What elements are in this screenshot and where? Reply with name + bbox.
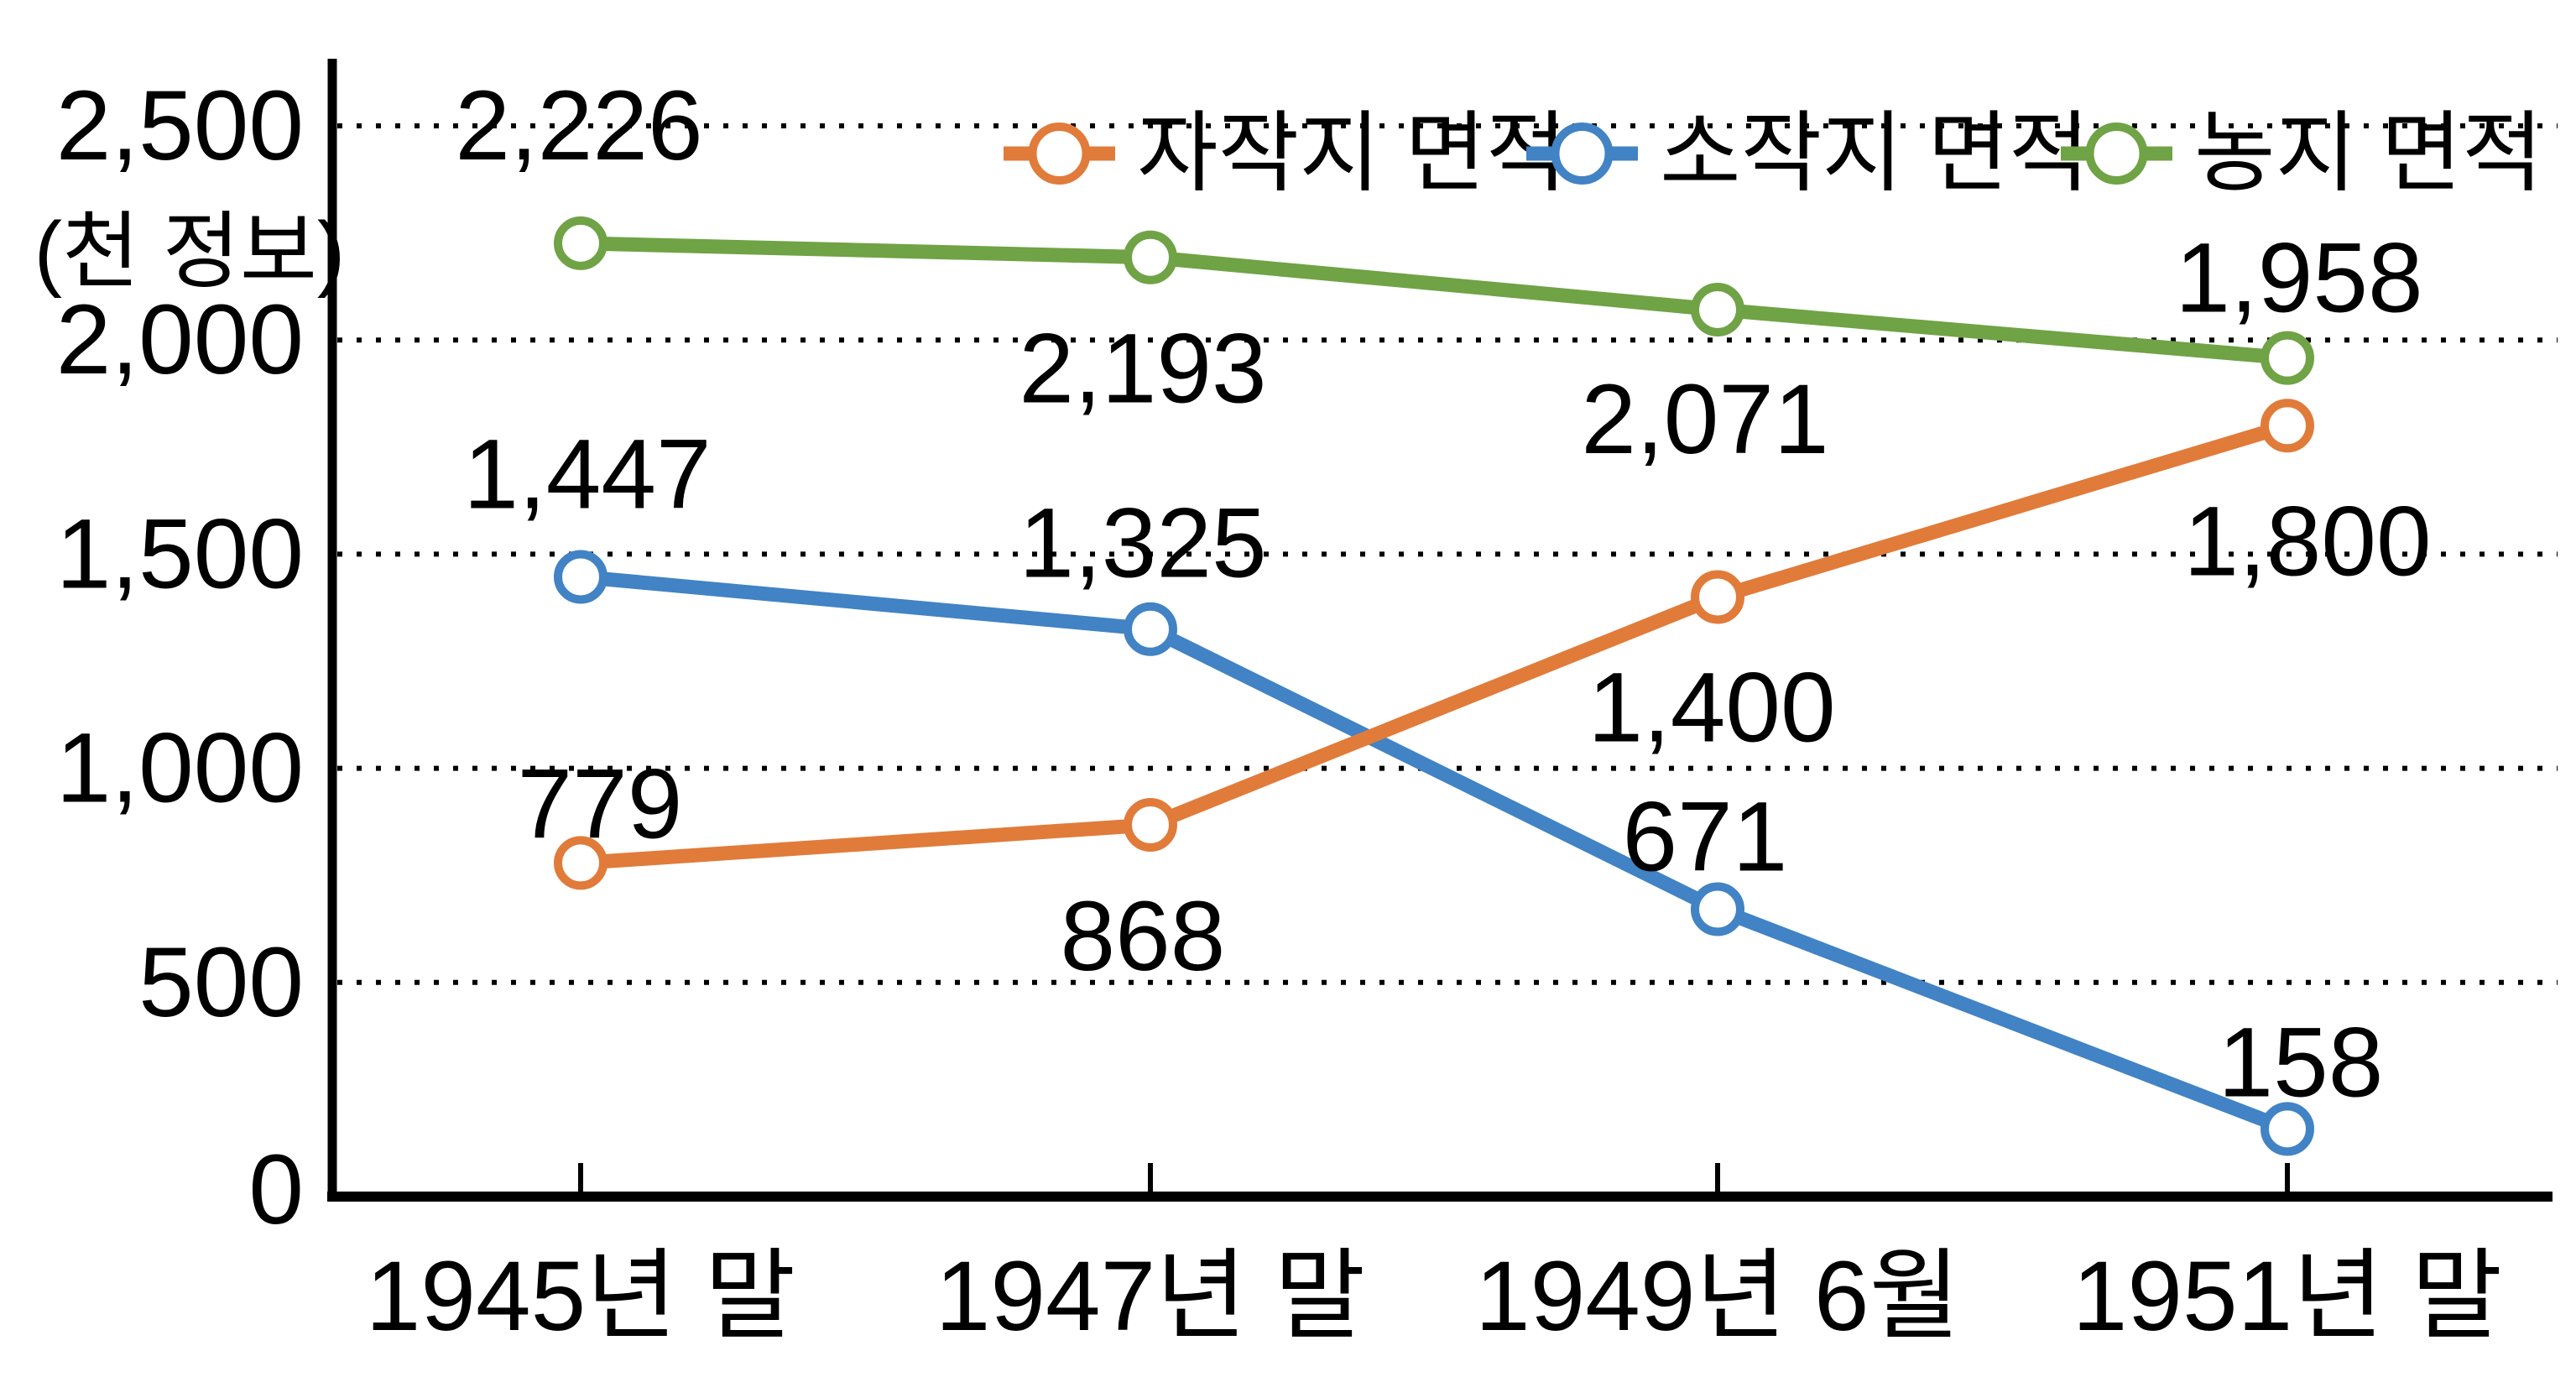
y-tick-label-4: 2,000 — [56, 284, 304, 395]
data-point-marker-s2-3 — [2261, 331, 2314, 385]
data-label-s1-1: 1,325 — [1019, 488, 1266, 599]
series-line-2 — [580, 236, 2288, 366]
y-tick-label-0: 0 — [248, 1134, 304, 1245]
x-category-label-2: 1949년 6월 — [1475, 1241, 1960, 1352]
data-point-marker-s1-0 — [554, 550, 607, 604]
data-point-marker-s1-1 — [1124, 602, 1177, 656]
legend-item-0: 자작지 면적 — [1004, 105, 1567, 203]
data-point-marker-s0-0 — [554, 836, 607, 890]
legend-item-2: 농지 면적 — [2061, 105, 2543, 203]
y-tick-label-1: 500 — [138, 927, 304, 1038]
data-point-marker-s0-1 — [1124, 797, 1177, 852]
y-tick-label-2: 1,000 — [56, 713, 304, 824]
y-axis-unit-label: (천 정보) — [34, 205, 345, 299]
x-category-label-3: 1951년 말 — [2073, 1241, 2502, 1352]
data-label-s2-1: 2,193 — [1019, 314, 1266, 425]
y-tick-label-5: 2,500 — [56, 70, 304, 181]
data-label-s0-2: 1,400 — [1588, 652, 1835, 763]
data-point-marker-s2-1 — [1124, 230, 1177, 284]
legend-label-1: 소작지 면적 — [1660, 105, 2089, 203]
legend-label-0: 자작지 면적 — [1137, 105, 1567, 203]
data-label-s2-2: 2,071 — [1581, 364, 1828, 475]
x-category-label-0: 1945년 말 — [366, 1241, 795, 1352]
data-label-s2-0: 2,226 — [455, 70, 702, 181]
legend-marker-icon-0 — [1028, 123, 1091, 185]
data-point-marker-s2-0 — [554, 216, 607, 270]
legend-marker-icon-2 — [2085, 123, 2148, 185]
legend-marker-icon-1 — [1551, 123, 1614, 185]
data-label-s1-0: 1,447 — [463, 419, 711, 529]
legend-label-2: 농지 면적 — [2194, 105, 2543, 203]
data-point-marker-s1-3 — [2261, 1102, 2314, 1156]
legend-item-1: 소작지 면적 — [1526, 105, 2089, 203]
y-tick-label-3: 1,500 — [56, 498, 304, 609]
data-label-s0-1: 868 — [1061, 881, 1226, 992]
data-label-s2-3: 1,958 — [2175, 223, 2422, 334]
data-label-s0-0: 779 — [518, 748, 683, 859]
data-point-marker-s1-2 — [1691, 882, 1744, 936]
data-point-marker-s0-3 — [2261, 399, 2314, 453]
data-point-marker-s0-2 — [1691, 570, 1744, 624]
data-point-marker-s2-2 — [1691, 282, 1744, 336]
series-line-0 — [580, 419, 2290, 870]
data-label-s0-3: 1,800 — [2183, 486, 2431, 597]
data-label-s1-2: 671 — [1623, 782, 1788, 893]
x-category-label-1: 1947년 말 — [936, 1241, 1365, 1352]
series-line-1 — [580, 569, 2291, 1136]
data-label-s1-3: 158 — [2219, 1007, 2384, 1118]
